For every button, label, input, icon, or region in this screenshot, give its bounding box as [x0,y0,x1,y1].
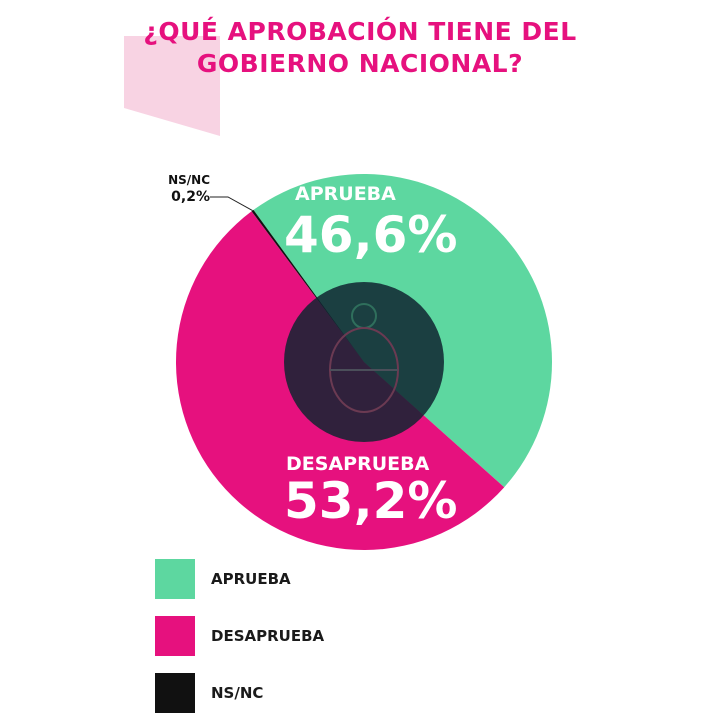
legend-label-nsnc: NS/NC [211,684,264,702]
pink-stripe [124,36,220,136]
label-aprueba: APRUEBA [295,183,396,205]
center-emblem [284,282,444,442]
legend-label-desaprueba: DESAPRUEBA [211,627,325,645]
legend-swatch-desaprueba [155,616,195,656]
legend-swatch-aprueba [155,559,195,599]
label-nsnc: NS/NC [168,173,210,187]
value-desaprueba: 53,2% [284,472,457,530]
legend-item-desaprueba: DESAPRUEBA [155,616,455,656]
label-desaprueba: DESAPRUEBA [286,453,430,475]
title-line-2: GOBIERNO NACIONAL? [196,49,524,78]
value-nsnc: 0,2% [171,189,210,205]
nsnc-leader-line [210,196,253,212]
chart-title: ¿QUÉ APROBACIÓN TIENE DEL GOBIERNO NACIO… [0,16,720,80]
legend-swatch-nsnc [155,673,195,713]
title-line-1: ¿QUÉ APROBACIÓN TIENE DEL [143,17,577,46]
value-aprueba: 46,6% [284,206,457,264]
legend-item-nsnc: NS/NC [155,673,455,713]
legend-item-aprueba: APRUEBA [155,559,455,599]
legend-label-aprueba: APRUEBA [211,570,291,588]
